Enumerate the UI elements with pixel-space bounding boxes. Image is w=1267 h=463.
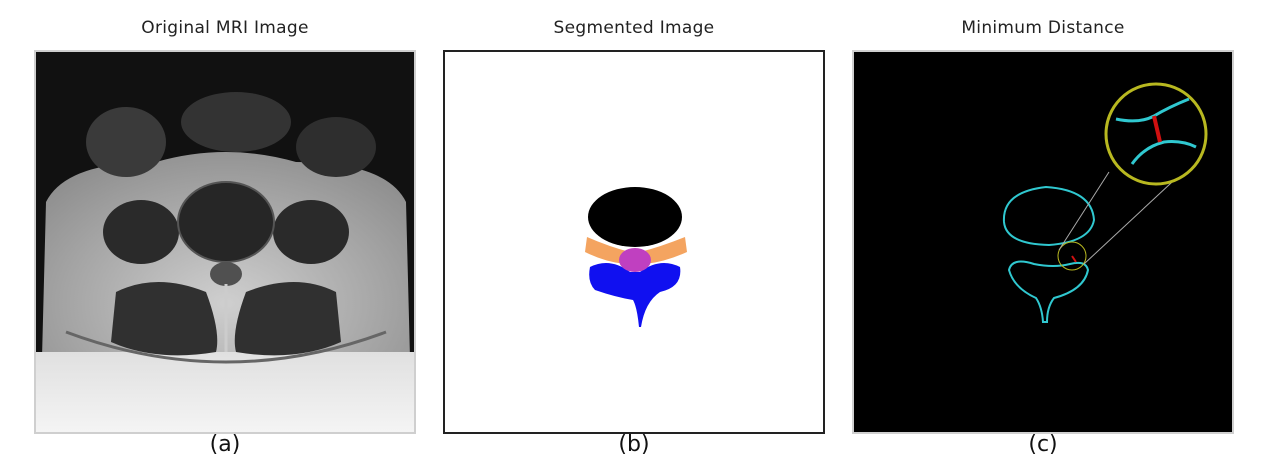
mri-illustration — [36, 52, 414, 432]
panel-caption: (a) — [209, 432, 241, 457]
zoom-source-circle — [1057, 241, 1087, 271]
panel-title: Segmented Image — [553, 18, 715, 38]
distance-image — [852, 50, 1234, 434]
zoom-circle — [1104, 82, 1208, 186]
panel-title: Minimum Distance — [961, 18, 1125, 38]
vertebral-body-contour — [1002, 185, 1096, 247]
distance-illustration — [854, 52, 1232, 432]
panel-segmented: Segmented Image (b) — [443, 0, 825, 463]
min-distance-line — [1071, 255, 1077, 263]
segmented-image — [443, 50, 825, 434]
panel-original-mri: Original MRI Image — [34, 0, 416, 463]
mri-image — [34, 50, 416, 434]
posterior-contour — [1007, 260, 1090, 323]
panel-caption: (c) — [1028, 432, 1058, 457]
zoomed-min-distance — [1152, 115, 1162, 143]
segmentation-illustration — [445, 52, 823, 432]
panel-minimum-distance: Minimum Distance (c) — [852, 0, 1234, 463]
panel-caption: (b) — [618, 432, 650, 457]
panel-title: Original MRI Image — [141, 18, 309, 38]
